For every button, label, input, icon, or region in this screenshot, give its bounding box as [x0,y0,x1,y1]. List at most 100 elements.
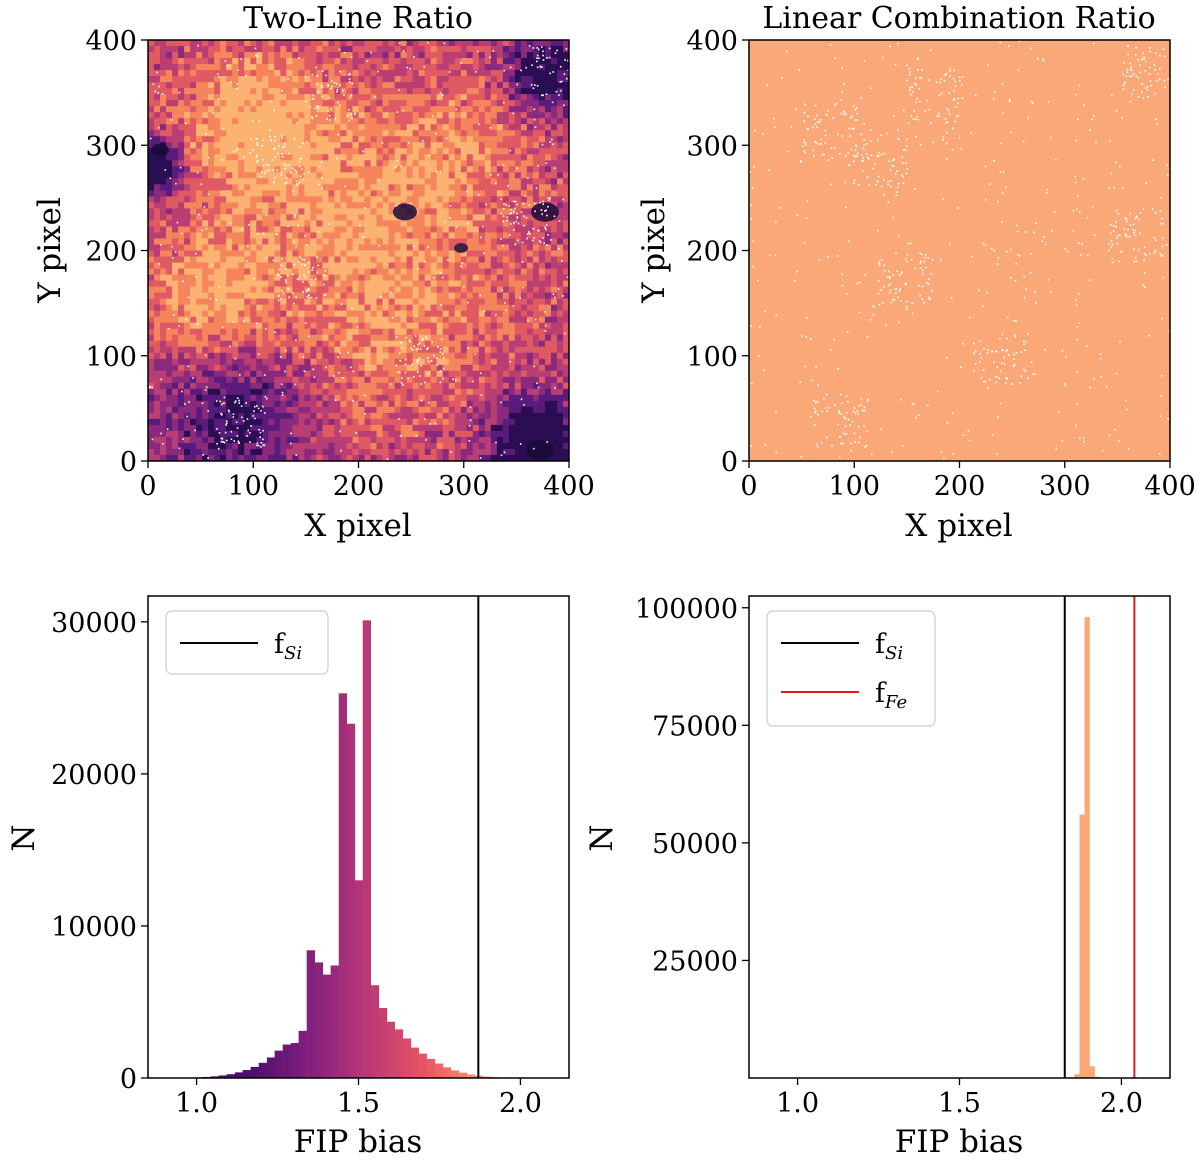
map-cell [550,172,558,179]
map-cell [148,262,155,269]
map-cell [460,292,468,300]
map-cell [352,52,359,59]
map-cell [154,328,161,336]
map-cell [208,82,215,89]
map-cell [310,346,317,354]
map-cell [418,376,426,384]
map-cell [226,382,233,390]
map-cell [178,340,185,348]
map-cell [268,40,275,47]
map-cell [538,334,546,342]
map-cell [370,262,377,269]
map-cell [286,376,293,384]
map-cell [430,394,438,402]
map-cell [268,178,275,185]
map-cell [472,400,480,408]
map-cell [250,238,257,245]
map-cell [448,94,456,101]
map-cell [286,106,293,113]
map-cell [364,64,371,71]
map-cell [502,76,510,83]
map-cell [346,130,353,137]
map-cell [412,340,420,348]
map-cell [556,58,564,65]
map-cell [448,286,456,293]
map-cell [220,214,227,221]
map-cell [274,58,281,65]
map-cell [160,322,167,330]
map-cell [508,340,516,348]
map-cell [328,178,335,185]
map-cell [382,376,389,384]
map-cell [430,358,438,366]
map-cell [226,94,233,101]
map-cell [544,424,552,432]
map-cell [406,424,414,432]
map-cell [388,196,395,203]
map-cell [484,298,492,306]
map-cell [226,178,233,185]
map-cell [382,454,389,461]
map-cell [226,256,233,263]
map-cell [322,436,329,444]
map-cell [148,178,155,185]
map-cell [214,160,221,167]
map-cell [532,64,540,71]
map-cell [388,370,395,378]
map-cell [178,166,185,173]
map-cell [508,412,516,420]
map-cell [418,136,426,143]
map-cell [364,280,371,287]
map-cell [352,124,359,131]
map-cell [400,112,408,119]
map-cell [520,412,528,420]
map-cell [178,442,185,450]
map-cell [316,418,323,426]
map-cell [478,286,486,293]
map-cell [262,124,269,131]
map-cell [358,142,365,149]
map-cell [160,178,167,185]
map-cell [262,274,269,281]
map-cell [544,106,552,113]
map-cell [424,76,432,83]
map-cell [424,166,432,173]
map-cell [208,184,215,191]
map-cell [370,58,377,65]
map-cell [544,232,552,239]
map-cell [184,94,191,101]
map-cell [304,202,311,209]
map-cell [556,106,564,113]
map-cell [328,436,335,444]
map-cell [292,208,299,215]
map-cell [442,178,450,185]
map-cell [178,316,185,324]
map-cell [532,388,540,396]
map-cell [196,160,203,167]
map-cell [472,454,480,461]
map-cell [484,400,492,408]
map-cell [382,88,389,95]
map-cell [478,316,486,324]
map-cell [178,190,185,197]
map-cell [388,334,395,342]
map-cell [232,118,239,125]
map-cell [256,340,263,348]
map-cell [520,310,528,318]
map-cell [316,262,323,269]
map-cell [484,430,492,438]
map-cell [166,400,173,408]
map-cell [238,316,245,324]
map-cell [244,262,251,269]
map-cell [298,244,305,251]
map-cell [148,346,155,354]
map-cell [370,346,377,354]
map-cell [256,130,263,137]
map-cell [508,88,516,95]
map-cell [346,160,353,167]
map-cell [442,454,450,461]
map-cell [520,376,528,384]
map-cell [376,286,383,293]
map-cell [238,184,245,191]
map-cell [340,112,347,119]
